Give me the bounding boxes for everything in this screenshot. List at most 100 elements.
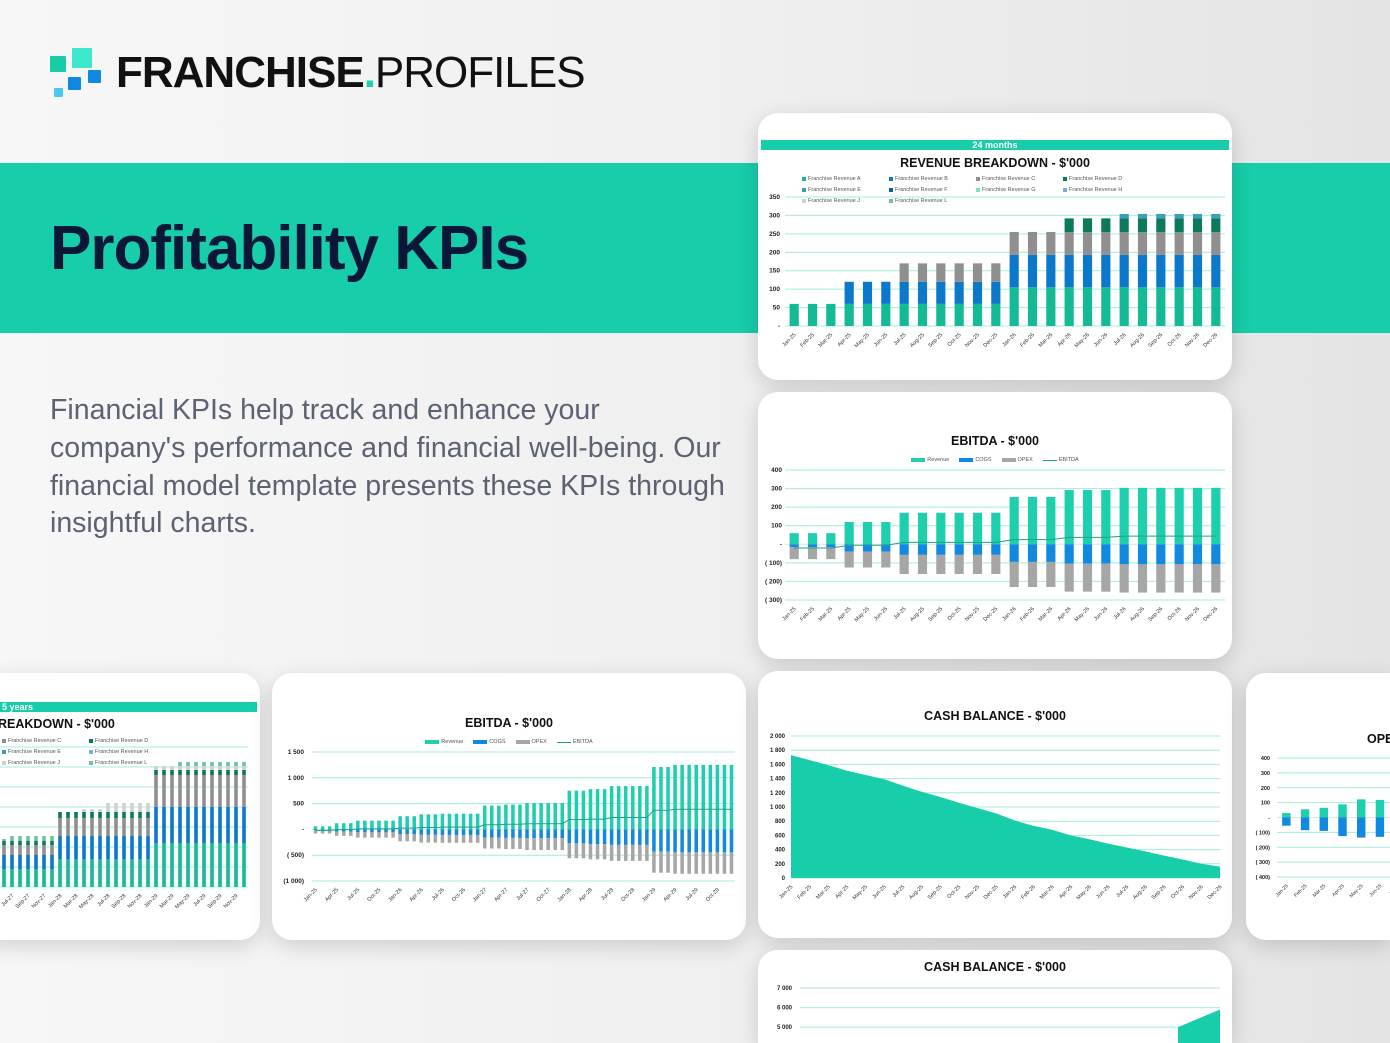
bar-segment [609,786,614,830]
bar-segment [42,869,46,887]
chart-title: REAKDOWN - $'000 [0,717,115,731]
x-tick-label: Apr-27 [493,887,509,903]
x-tick-label: Mar-25 [818,332,835,349]
brand-light: PROFILES [374,48,586,97]
bar-segment [917,263,928,282]
y-tick-label: 300 [771,486,782,493]
x-tick-label: May-28 [78,893,95,910]
bar-segment [844,281,854,304]
legend-item: Franchise Revenue C [976,176,1063,182]
x-tick-label: Jan-25 [778,884,794,900]
bar-segment [370,832,374,838]
bar-segment [426,834,431,843]
bar-segment [511,804,515,830]
bar-segment [405,829,409,835]
bar-segment [341,823,346,830]
x-tick-label: Apr-28 [578,887,594,903]
bar-segment [917,303,928,326]
bar-segment [789,303,799,326]
bar-segment [581,829,586,844]
bar-segment [807,544,818,548]
bar-segment [899,554,909,574]
bar-segment [525,803,529,830]
bar-segment [313,830,318,834]
y-tick-label: 350 [769,194,780,201]
bar-segment [936,544,946,555]
area-fill [1178,1009,1220,1043]
legend-swatch [911,458,926,462]
y-tick-label: 400 [1261,756,1270,762]
legend-swatch [2,761,6,765]
bar-segment [440,834,445,843]
bar-segment [687,764,691,830]
bar-segment [218,843,222,887]
bar-segment [162,775,166,807]
y-tick-label: ( 200) [1256,845,1271,851]
y-tick-label: 1 800 [770,748,786,754]
bar-segment [881,281,891,304]
bar-segment [638,844,642,861]
ebitda-line [794,535,1216,549]
brand-bold: FRANCHISE [116,48,365,97]
legend-swatch [473,740,488,744]
x-tick-label: Jan-27 [472,887,488,903]
bar-segment [1082,563,1093,592]
bar-segment [58,812,62,818]
bar-segment [539,838,543,851]
bar-segment [532,838,536,851]
bar-segment [972,263,983,282]
bar-segment [497,805,501,830]
bar-segment [74,859,78,887]
bar-segment [170,770,174,775]
bar-segment [1211,218,1221,233]
bar-segment [991,303,1001,326]
bar-segment [1009,254,1019,288]
bar-segment [1192,544,1203,565]
bar-segment [10,845,14,855]
bar-segment [426,829,431,835]
bar-segment [218,766,222,770]
bar-segment [461,834,466,843]
bar-segment [349,829,353,832]
bar-segment [106,818,110,836]
bar-segment [194,770,198,775]
revenue-breakdown-24m-card: -50 100 150 200 250 300 350 Jan-25 Feb-25 Mar-25 A… [758,113,1232,380]
legend-label: Franchise Revenue J [808,198,860,204]
bar-segment [567,843,572,859]
bar-segment [1375,817,1385,837]
bar-segment [320,830,325,834]
legend-item: Franchise Revenue A [802,176,889,182]
bar-segment [178,766,182,770]
bar-segment [1357,817,1366,838]
bar-segment [242,766,246,770]
bar-segment [74,818,78,836]
bar-segment [673,852,677,874]
x-tick-label: Jul-26 [1115,884,1130,899]
bar-segment [226,766,230,770]
legend-item: Franchise Revenue H [89,749,176,755]
bar-segment [162,807,166,843]
bar-segment [497,829,501,838]
x-tick-label: Feb-25 [799,606,816,623]
bar-segment [708,764,713,830]
bar-segment [609,829,614,845]
x-tick-label: Oct-26 [1167,606,1183,622]
bar-segment [186,762,190,766]
legend-label: Revenue [441,739,464,745]
x-tick-label: Feb-25 [796,884,813,901]
bar-segment [234,770,238,775]
y-tick-label: 50 [773,305,781,312]
bar-segment [210,762,214,766]
bar-segment [412,834,416,842]
bar-segment [954,303,964,326]
bar-segment [972,281,983,304]
bar-segment [82,836,86,859]
bar-segment [1174,232,1184,255]
bar-segment [226,843,230,887]
bar-segment [595,789,600,830]
legend-swatch [802,199,806,203]
x-tick-label: Jul-27 [516,887,531,902]
bar-segment [170,843,174,887]
y-tick-label: - [1268,816,1270,822]
bar-segment [1338,804,1347,818]
